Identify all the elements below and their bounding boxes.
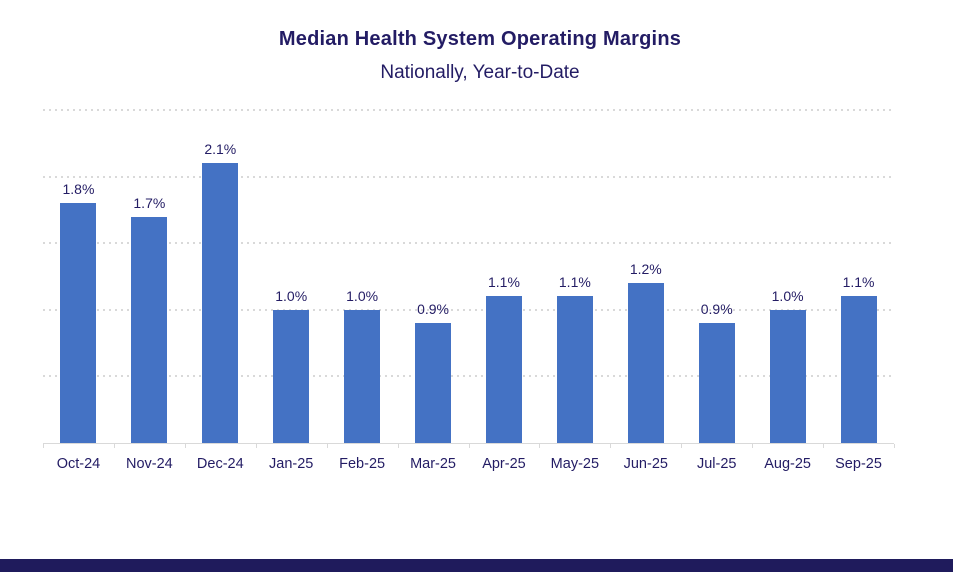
x-axis-tick	[113, 444, 115, 448]
bar-value-label: 2.1%	[204, 141, 237, 158]
x-axis-tick	[397, 444, 399, 448]
x-axis-tick	[326, 444, 328, 448]
gridline	[43, 242, 894, 245]
bar-value-label: 1.1%	[842, 274, 875, 291]
bar-aug-25	[769, 309, 806, 443]
bar-jul-25	[698, 323, 735, 443]
gridline	[43, 375, 894, 378]
x-axis-tick	[752, 444, 754, 448]
x-axis-tick	[894, 444, 895, 448]
bar-jun-25	[627, 283, 664, 443]
plot-area: 1.8% 1.7% 2.1% 1.0% 1.0% 0.9% 1.1% 1.1% 1.2% 0.9%…	[43, 109, 895, 448]
bar-dec-24	[202, 163, 239, 443]
chart-subtitle: Nationally, Year-to-Date	[380, 62, 580, 83]
x-axis-tick	[184, 444, 186, 448]
x-axis-label-apr-25: Apr-25	[482, 456, 526, 472]
bar-value-label: 1.1%	[487, 274, 520, 291]
bar-value-label: 1.0%	[275, 287, 308, 304]
bar-feb-25	[344, 309, 381, 443]
x-axis-label-jan-25: Jan-25	[269, 456, 314, 472]
x-axis-line	[43, 443, 894, 444]
bar-may-25	[556, 296, 593, 443]
bar-value-label: 1.0%	[771, 287, 804, 304]
x-axis-tick	[610, 444, 612, 448]
x-axis-label-nov-24: Nov-24	[125, 456, 173, 472]
x-axis-tick	[255, 444, 257, 448]
x-axis-label-may-25: May-25	[550, 456, 600, 472]
x-axis-tick	[43, 444, 44, 448]
x-axis-label-aug-25: Aug-25	[764, 456, 811, 472]
bar-nov-24	[131, 216, 168, 443]
bar-value-label: 1.7%	[133, 194, 166, 211]
bar-value-label: 0.9%	[700, 301, 733, 318]
x-axis-label-oct-24: Oct-24	[56, 456, 101, 472]
x-axis-label-sep-25: Sep-25	[835, 456, 882, 472]
gridline	[43, 308, 894, 311]
x-axis-label-mar-25: Mar-25	[410, 456, 456, 472]
bar-value-label: 1.0%	[346, 287, 379, 304]
x-axis-label-dec-24: Dec-24	[196, 456, 244, 472]
bar-mar-25	[415, 323, 452, 443]
bar-sep-25	[840, 296, 877, 443]
gridline	[43, 175, 894, 178]
gridline	[43, 109, 894, 111]
x-axis-tick	[468, 444, 470, 448]
x-axis-tick	[539, 444, 541, 448]
x-axis-tick	[681, 444, 683, 448]
x-axis-label-feb-25: Feb-25	[339, 456, 386, 472]
x-axis-label-jun-25: Jun-25	[623, 456, 668, 472]
footer-accent-bar	[0, 559, 953, 572]
bar-value-label: 1.8%	[62, 181, 95, 198]
bar-jan-25	[273, 309, 310, 443]
bar-value-label: 1.2%	[629, 261, 662, 278]
bar-value-label: 0.9%	[417, 301, 449, 318]
bar-value-label: 1.1%	[558, 274, 591, 291]
x-axis-label-jul-25: Jul-25	[696, 456, 737, 472]
chart-title: Median Health System Operating Margins	[278, 28, 682, 50]
bar-apr-25	[485, 296, 522, 443]
bar-oct-24	[60, 203, 97, 443]
x-axis-tick	[823, 444, 825, 448]
